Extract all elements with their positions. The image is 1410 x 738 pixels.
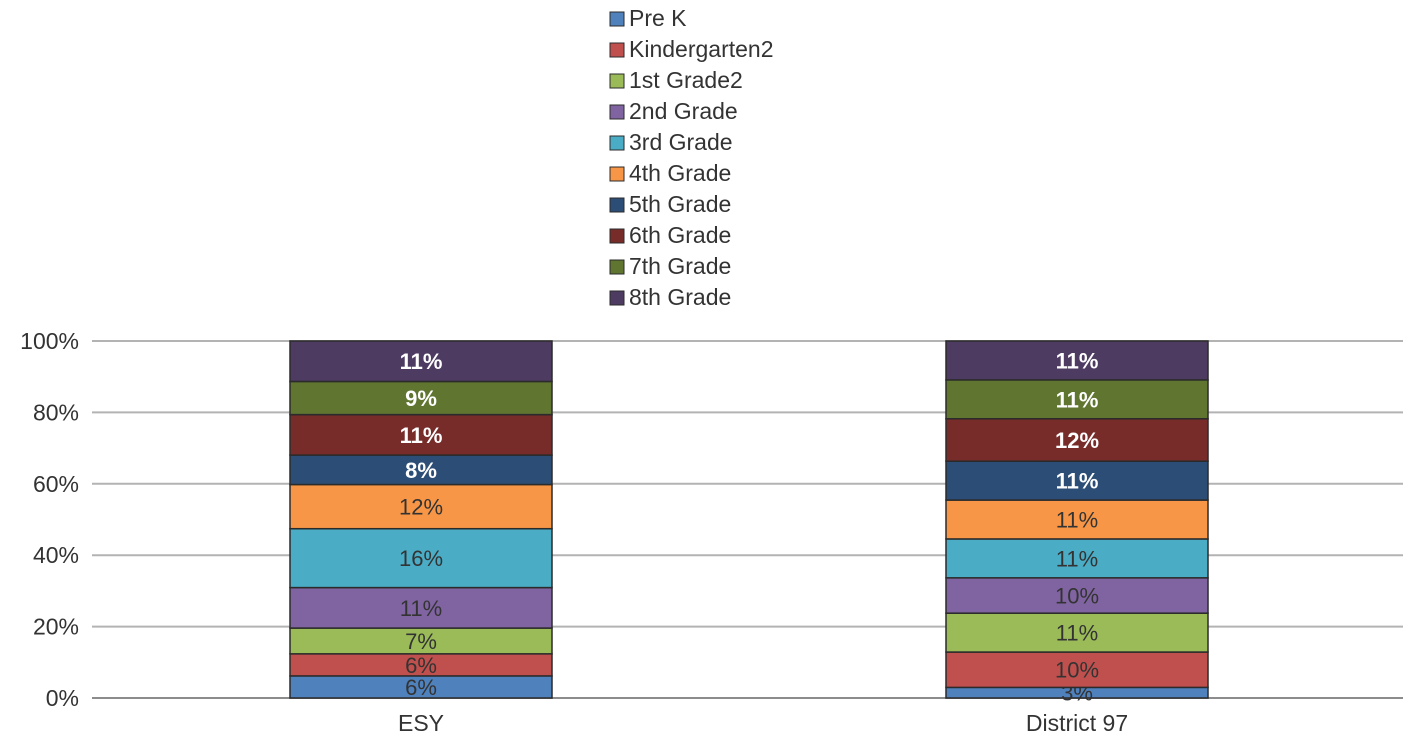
legend-entry: 5th Grade: [629, 191, 731, 217]
bar-segment: [945, 651, 1209, 689]
legend-swatch: [609, 259, 625, 275]
legend-entry: 1st Grade2: [629, 67, 743, 93]
legend-entry: Kindergarten2: [629, 36, 774, 62]
bar-segment: [289, 454, 553, 486]
legend-entry: 2nd Grade: [629, 98, 738, 124]
y-tick-label: 0%: [46, 685, 79, 711]
data-label: 11%: [400, 596, 442, 621]
bar-segment: [945, 577, 1209, 614]
bar-segment: [289, 413, 553, 456]
x-category-label: ESY: [398, 710, 444, 736]
data-label: 12%: [399, 495, 443, 520]
bar-segment: [945, 418, 1209, 462]
y-tick-label: 60%: [33, 471, 79, 497]
y-tick-label: 40%: [33, 542, 79, 568]
bars: 6%6%7%11%16%12%8%11%9%11%3%10%11%10%11%1…: [289, 340, 1209, 706]
bar-segment: [289, 380, 553, 416]
y-tick-label: 20%: [33, 614, 79, 640]
legend-swatch: [609, 166, 625, 182]
legend-entry: 7th Grade: [629, 253, 731, 279]
legend-swatch: [609, 135, 625, 151]
y-tick-label: 100%: [20, 328, 79, 354]
legend-swatch: [609, 228, 625, 244]
bar-segment: [945, 379, 1209, 420]
data-label: 11%: [1056, 546, 1098, 571]
data-label: 11%: [400, 423, 443, 448]
data-label: 6%: [405, 653, 437, 678]
data-label: 8%: [405, 458, 437, 483]
legend-swatch: [609, 11, 625, 27]
data-label: 12%: [1055, 428, 1099, 453]
data-label: 11%: [1056, 621, 1098, 646]
data-label: 7%: [405, 629, 437, 654]
data-label: 16%: [399, 546, 443, 571]
legend-entry: 4th Grade: [629, 160, 731, 186]
y-tick-label: 80%: [33, 399, 79, 425]
data-label: 6%: [405, 675, 437, 700]
y-axis-ticks: 0% 20% 40% 60% 80% 100%: [20, 328, 79, 711]
data-label: 10%: [1055, 583, 1099, 608]
legend-swatch: [609, 73, 625, 89]
data-label: 11%: [1056, 387, 1099, 412]
x-axis-categories: ESY District 97: [398, 710, 1128, 736]
data-label: 11%: [1056, 469, 1099, 494]
bar-segment: [289, 340, 553, 383]
legend-entry: 8th Grade: [629, 284, 731, 310]
legend-swatch: [609, 290, 625, 306]
legend: Pre K Kindergarten2 1st Grade2 2nd Grade 3rd…: [609, 5, 774, 310]
legend-entry: Pre K: [629, 5, 687, 31]
legend-entry: 6th Grade: [629, 222, 731, 248]
data-label: 11%: [1056, 348, 1099, 373]
bar-segment: [945, 612, 1209, 653]
legend-swatch: [609, 197, 625, 213]
bar-segment: [289, 627, 553, 655]
data-label: 11%: [1056, 508, 1098, 533]
data-label: 11%: [400, 349, 443, 374]
x-category-label: District 97: [1026, 710, 1128, 736]
data-label: 10%: [1055, 658, 1099, 683]
legend-swatch: [609, 42, 625, 58]
data-label: 9%: [405, 386, 437, 411]
legend-entry: 3rd Grade: [629, 129, 733, 155]
bar-segment: [945, 340, 1209, 381]
legend-swatch: [609, 104, 625, 120]
